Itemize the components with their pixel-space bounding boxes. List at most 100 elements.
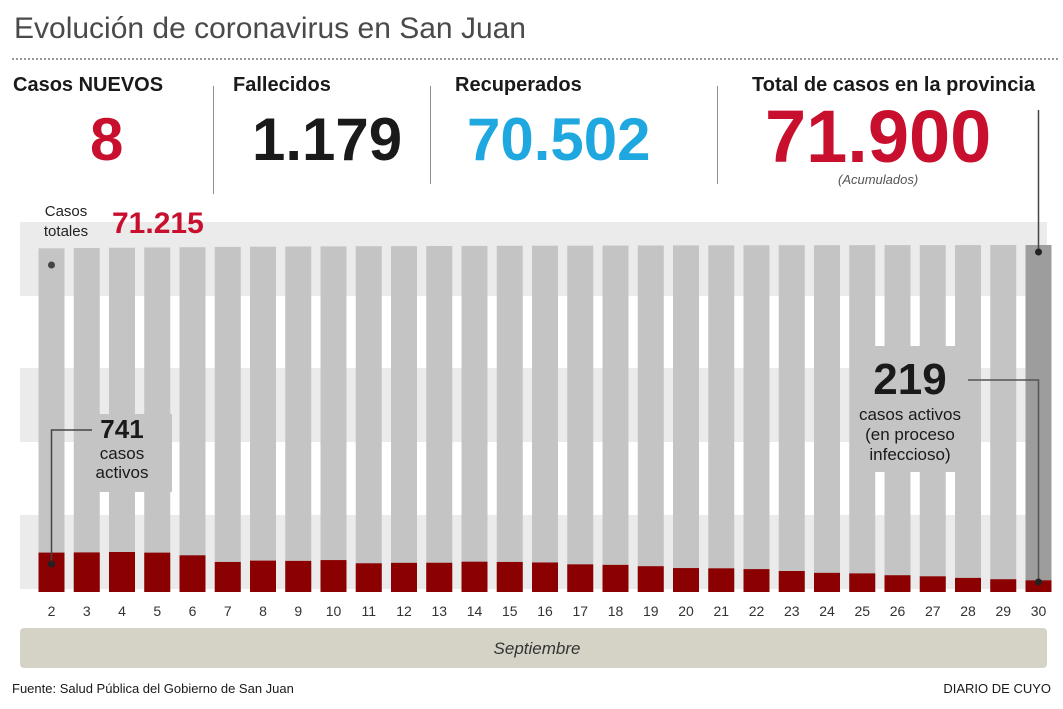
total-cases-bar [320,246,347,592]
leader-line [968,379,1040,580]
recovered-value: 70.502 [467,106,651,173]
total-marker [1035,248,1042,256]
month-band [20,628,1047,668]
x-tick-label: 26 [890,603,906,619]
total-cases-bar [567,245,594,592]
x-tick-label: 12 [396,603,412,619]
total-cases-bar [355,246,382,592]
total-cases-bar [532,245,558,592]
x-tick-label: 2 [48,603,56,619]
total-cases-bar [285,246,312,593]
total-cases-bar [743,245,770,593]
stat-divider [430,86,431,184]
active-cases-bar [567,564,594,592]
first-active-value: 741 [100,414,143,444]
total-cases-value: 71.900 [765,95,992,178]
x-tick-label: 22 [749,603,765,619]
x-tick-label: 5 [153,603,161,619]
source-note: Fuente: Salud Pública del Gobierno de Sa… [12,681,294,696]
new-cases-value: 8 [90,106,124,173]
total-cases-bar [637,245,664,592]
active-cases-bar [743,569,770,592]
active-cases-bar [391,562,417,592]
recovered-label: Recuperados [455,74,582,96]
x-tick-label: 18 [608,603,624,619]
active-cases-bar [496,561,523,592]
x-tick-label: 17 [572,603,588,619]
active-cases-bar [919,576,946,592]
last-active-caption: casos activos [859,405,961,424]
total-cases-bar [496,245,523,593]
stat-divider [213,86,214,194]
total-cases-bar [250,246,276,592]
last-active-value: 219 [873,355,946,404]
active-cases-bar [990,579,1017,592]
active-cases-bar [532,562,558,592]
deaths-value: 1.179 [252,106,403,173]
total-cases-bar [214,246,241,592]
stat-divider [717,86,718,184]
total-cases-bar [602,245,629,592]
x-tick-label: 9 [294,603,302,619]
x-axis-label: Septiembre [494,639,581,658]
active-cases-bar [673,568,699,592]
last-active-caption: (en proceso [865,425,955,444]
active-cases-bar [778,570,805,592]
active-cases-bar [884,575,911,592]
active-cases-bar [109,552,135,592]
x-tick-label: 13 [431,603,447,619]
active-cases-bar [1025,580,1052,592]
total-cases-label: Total de casos en la provincia [752,74,1036,96]
total-cases-bar [179,247,206,592]
total-cases-bar [990,245,1017,593]
x-tick-label: 28 [960,603,976,619]
active-cases-bar [426,562,453,592]
x-tick-label: 27 [925,603,941,619]
accumulated-note: (Acumulados) [838,172,919,187]
leader-line [50,429,92,562]
active-cases-bar [955,577,981,592]
x-tick-label: 16 [537,603,553,619]
total-marker [48,261,55,269]
active-cases-bar [461,561,488,592]
x-tick-label: 7 [224,603,232,619]
x-tick-label: 21 [713,603,729,619]
x-tick-label: 10 [326,603,342,619]
active-cases-bar [214,561,241,592]
total-cases-bar [708,245,735,593]
active-cases-bar [250,560,276,592]
x-tick-label: 24 [819,603,835,619]
total-cases-caption: totales [44,223,88,240]
active-cases-bar [179,555,206,592]
label-backdrop [74,414,172,492]
x-tick-label: 6 [189,603,197,619]
x-tick-label: 8 [259,603,267,619]
title-divider [12,58,1058,60]
active-cases-bar [73,552,100,592]
deaths-label: Fallecidos [233,74,331,96]
page-title: Evolución de coronavirus en San Juan [14,12,526,45]
active-cases-bar [144,552,171,592]
x-tick-label: 29 [995,603,1011,619]
active-cases-bar [814,572,840,592]
active-marker [1035,578,1042,586]
x-tick-label: 23 [784,603,800,619]
x-tick-label: 30 [1031,603,1047,619]
total-cases-bar [391,246,417,592]
last-active-caption: infeccioso) [869,445,950,464]
active-cases-bar [708,568,735,592]
first-total-value: 71.215 [112,207,204,240]
total-cases-bar [426,246,453,592]
x-tick-label: 4 [118,603,126,619]
first-active-caption: casos [100,444,144,463]
active-cases-bar [355,563,382,592]
active-marker [48,560,55,568]
x-tick-label: 20 [678,603,694,619]
active-cases-bar [637,566,664,592]
active-cases-bar [602,564,629,592]
x-tick-label: 11 [361,603,376,619]
new-cases-label: Casos NUEVOS [13,74,164,96]
x-tick-label: 14 [467,603,483,619]
x-tick-label: 25 [854,603,870,619]
